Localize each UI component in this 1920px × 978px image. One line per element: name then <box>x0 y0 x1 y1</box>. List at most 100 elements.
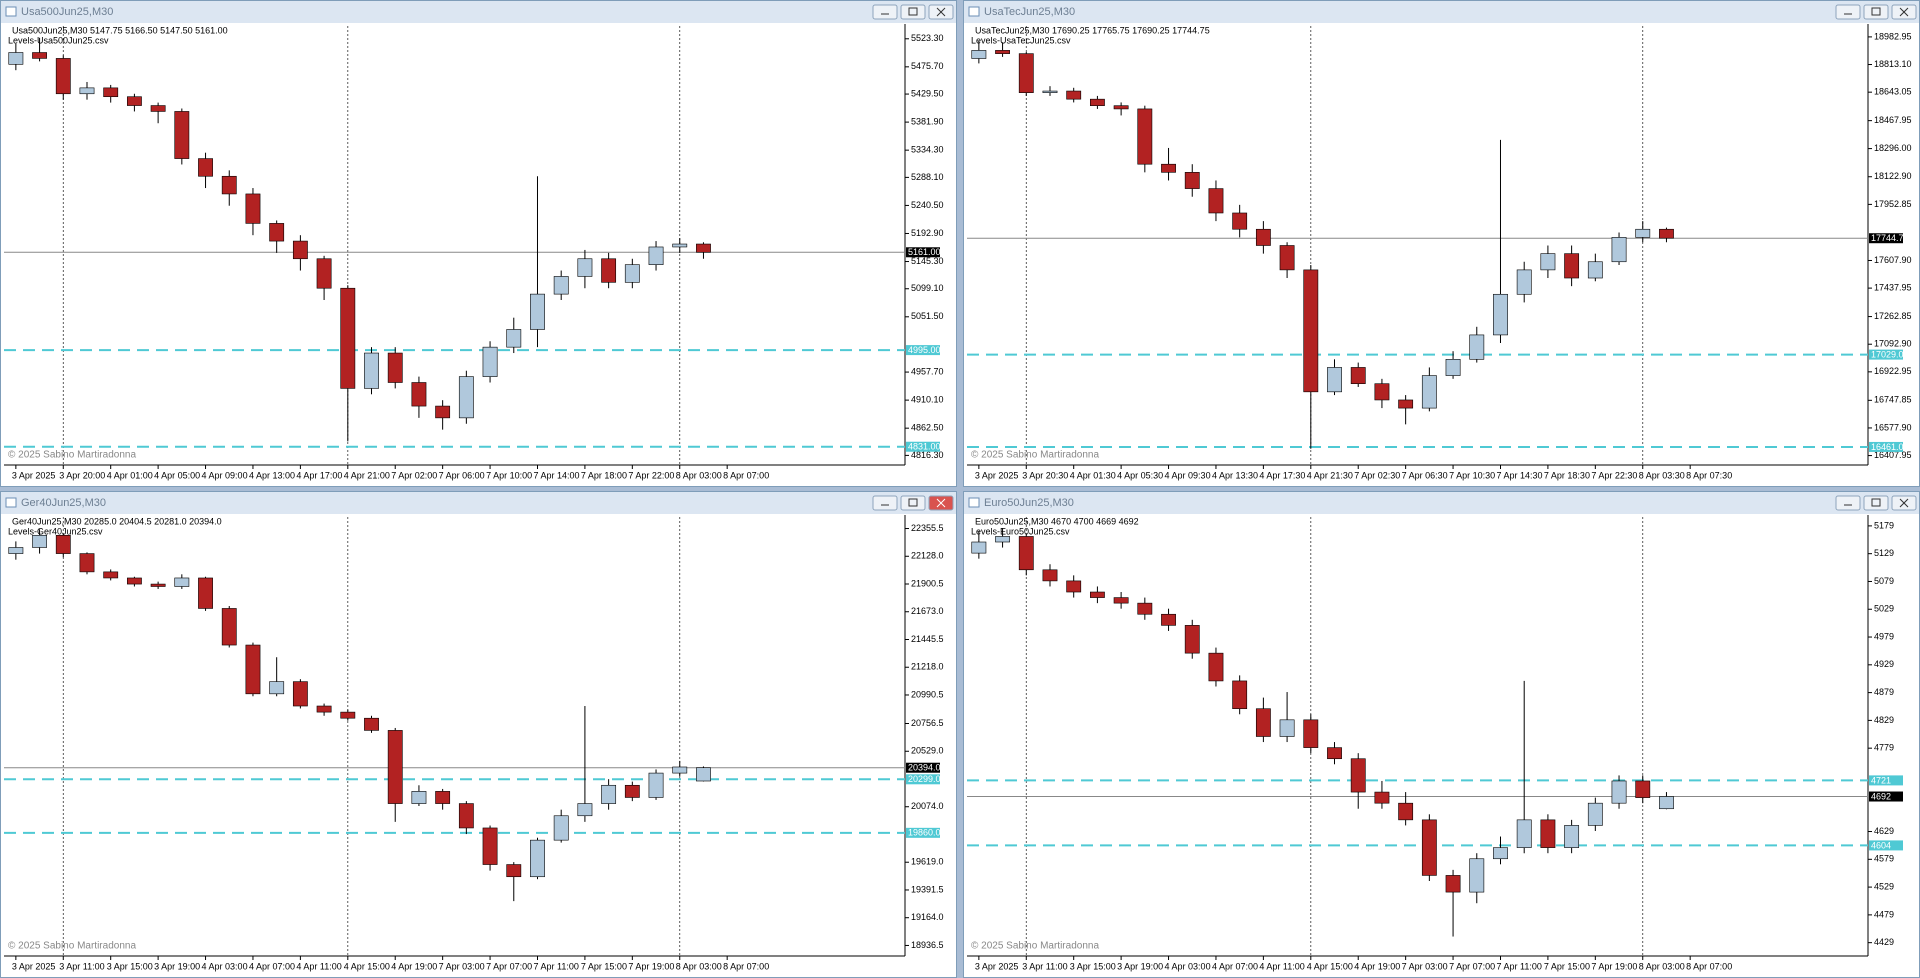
x-tick-label: 7 Apr 19:00 <box>1591 961 1637 971</box>
levels-file: Levels-Usa500Jun25.csv <box>8 35 109 45</box>
x-tick-label: 7 Apr 02:30 <box>1354 470 1400 480</box>
candle-body <box>1208 188 1224 214</box>
candle-body <box>1232 212 1248 230</box>
candle-body <box>1516 269 1532 295</box>
candle-body <box>1564 825 1580 848</box>
y-tick-label: 16922.95 <box>1874 366 1912 376</box>
icon-box <box>1871 498 1881 507</box>
x-tick-label: 4 Apr 21:30 <box>1307 470 1353 480</box>
candle-body <box>601 258 617 283</box>
candle-body <box>696 243 711 253</box>
y-tick-label: 4529 <box>1874 881 1894 891</box>
candle-body <box>1350 367 1366 385</box>
candle-body <box>269 681 285 695</box>
copyright: © 2025 Sabino Martiradonna <box>8 450 136 461</box>
minimize-button[interactable] <box>872 4 898 20</box>
chart-info: UsaTecJun25,M30 17690.25 17765.75 17690.… <box>975 25 1210 35</box>
icon-box <box>908 7 918 16</box>
candle-body <box>1374 791 1390 804</box>
chart-info: Usa500Jun25,M30 5147.75 5166.50 5147.50 … <box>12 25 228 35</box>
x-tick-label: 8 Apr 07:00 <box>723 470 769 480</box>
close-button[interactable] <box>928 4 954 20</box>
candle-body <box>1255 228 1271 246</box>
window-frame <box>963 491 1920 978</box>
candle-body <box>1350 758 1366 793</box>
y-tick-label: 19164.0 <box>911 912 944 922</box>
candle-body <box>1089 98 1105 106</box>
level-label: 20299.0 <box>908 774 941 784</box>
x-tick-label: 7 Apr 18:30 <box>1544 470 1590 480</box>
minimize-button[interactable] <box>1835 495 1861 511</box>
price-label-box <box>1869 233 1903 244</box>
candle-body <box>174 577 190 587</box>
icon-x <box>936 7 946 17</box>
x-tick-label: 7 Apr 22:30 <box>1591 470 1637 480</box>
candle-body <box>1255 708 1271 737</box>
window-icon <box>968 6 980 17</box>
x-tick-label: 7 Apr 03:00 <box>439 961 485 971</box>
level-label: 19860.0 <box>908 828 941 838</box>
chart-window: UsaTecJun25,M30 18982.95 18813.10 18643.05 1… <box>963 0 1920 487</box>
x-tick-label: 3 Apr 15:00 <box>1070 961 1116 971</box>
candle-body <box>1635 228 1651 238</box>
candle-body <box>530 839 545 878</box>
candle-body <box>971 50 987 59</box>
candle-body <box>1659 228 1674 239</box>
maximize-button[interactable] <box>900 4 926 20</box>
candle-body <box>1540 253 1556 271</box>
y-tick-label: 17437.95 <box>1874 282 1912 292</box>
x-tick-label: 4 Apr 15:00 <box>1307 961 1353 971</box>
candle-body <box>1374 383 1390 401</box>
close-button[interactable] <box>1891 495 1917 511</box>
candle-body <box>1161 613 1176 626</box>
candle-body <box>435 791 451 804</box>
x-tick-label: 8 Apr 07:00 <box>723 961 769 971</box>
x-tick-label: 4 Apr 01:30 <box>1070 470 1116 480</box>
minimize-button[interactable] <box>872 495 898 511</box>
close-button[interactable] <box>928 495 954 511</box>
candle-body <box>340 287 356 389</box>
maximize-button[interactable] <box>1863 4 1889 20</box>
candle-body <box>1184 625 1200 654</box>
close-button[interactable] <box>1891 4 1917 20</box>
price-label: 5161.00 <box>908 247 941 257</box>
candle-body <box>530 293 545 330</box>
candle-body <box>1421 375 1437 409</box>
levels-file: Levels-Ger40Jun25.csv <box>8 526 103 536</box>
icon-box <box>1871 7 1881 16</box>
candle-body <box>364 352 379 389</box>
candle-body <box>269 223 285 242</box>
y-tick-label: 4579 <box>1874 854 1894 864</box>
candle-body <box>1587 802 1603 826</box>
y-tick-label: 17092.90 <box>1874 339 1912 349</box>
x-tick-label: 4 Apr 05:30 <box>1117 470 1163 480</box>
candle-body <box>1018 53 1034 93</box>
minimize-button[interactable] <box>1835 4 1861 20</box>
candle-body <box>1042 90 1058 93</box>
y-tick-label: 18296.00 <box>1874 143 1912 153</box>
x-tick-label: 7 Apr 22:00 <box>628 470 674 480</box>
x-tick-label: 7 Apr 11:00 <box>533 961 578 971</box>
candle-body <box>577 803 593 817</box>
x-tick-label: 3 Apr 11:00 <box>59 961 104 971</box>
y-tick-label: 17952.85 <box>1874 199 1912 209</box>
maximize-button[interactable] <box>1863 495 1889 511</box>
x-tick-label: 3 Apr 11:00 <box>1022 961 1067 971</box>
chart-window: Euro50Jun25,M30 5179 5129 5079 5029 4979 4929 4… <box>963 491 1920 978</box>
maximize-button[interactable] <box>900 495 926 511</box>
candle-body <box>198 158 213 177</box>
y-tick-label: 20990.5 <box>911 689 944 699</box>
y-tick-label: 4829 <box>1874 715 1894 725</box>
title-bar <box>1 492 956 514</box>
y-tick-label: 18122.90 <box>1874 171 1912 181</box>
candle-body <box>245 193 261 224</box>
x-tick-label: 7 Apr 11:00 <box>1496 961 1541 971</box>
levels-file: Levels-Euro50Jun25.csv <box>971 526 1070 536</box>
window-title: Usa500Jun25,M30 <box>21 6 113 18</box>
window-icon <box>968 497 980 508</box>
y-tick-label: 17607.90 <box>1874 255 1912 265</box>
price-label: 4692 <box>1871 791 1891 801</box>
candle-body <box>411 791 427 804</box>
x-tick-label: 4 Apr 09:00 <box>202 470 248 480</box>
level-label-box <box>906 774 940 785</box>
